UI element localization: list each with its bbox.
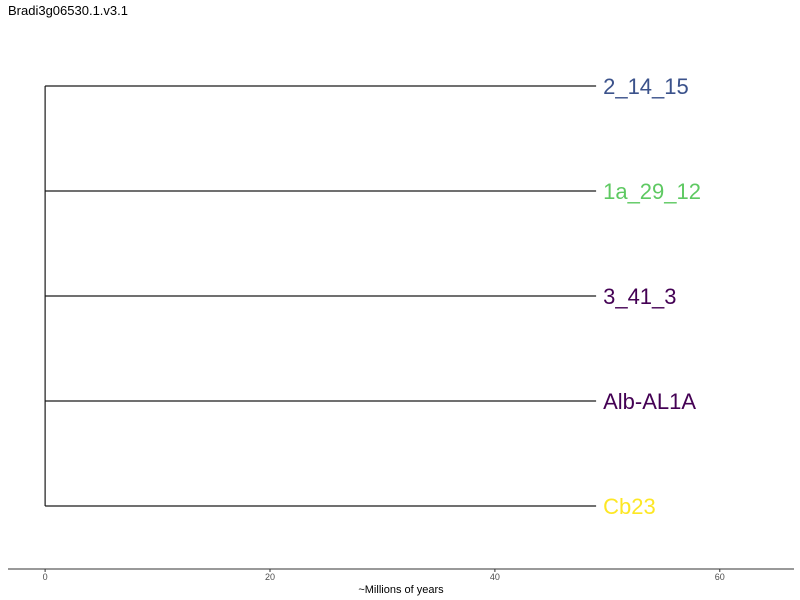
axis-tick-label: 40 <box>490 572 500 582</box>
axis-tick-label: 60 <box>715 572 725 582</box>
tip-label: 1a_29_12 <box>603 179 701 204</box>
tip-label: Alb-AL1A <box>603 389 696 414</box>
tip-label: Cb23 <box>603 494 656 519</box>
axis-tick-label: 20 <box>265 572 275 582</box>
tree-tip-labels: 2_14_15 1a_29_12 3_41_3 Alb-AL1A Cb23 <box>603 74 701 519</box>
axis-tick-label: 0 <box>43 572 48 582</box>
time-axis: 0 20 40 60 ~Millions of years <box>8 568 794 596</box>
tip-label: 3_41_3 <box>603 284 676 309</box>
tree-title: Bradi3g06530.1.v3.1 <box>8 3 128 18</box>
axis-ticks: 0 20 40 60 <box>43 569 725 582</box>
tip-label: 2_14_15 <box>603 74 689 99</box>
axis-title: ~Millions of years <box>358 584 444 596</box>
tree-branches <box>44 85 597 507</box>
